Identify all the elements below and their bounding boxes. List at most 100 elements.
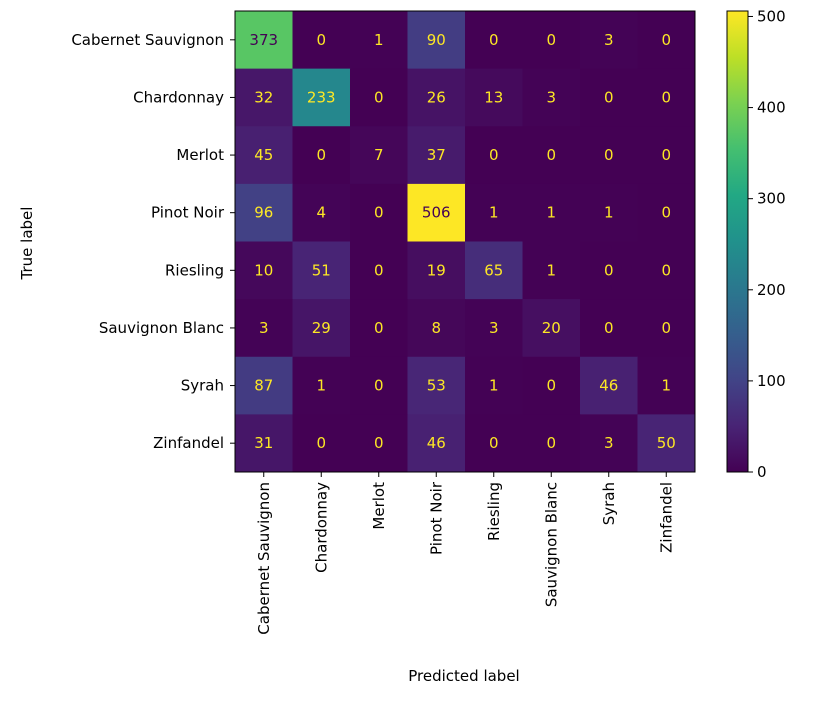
heatmap-cell xyxy=(235,126,293,185)
cell-value-label: 0 xyxy=(489,146,499,164)
heatmap-cell xyxy=(235,183,293,242)
x-tick-label: Chardonnay xyxy=(312,482,330,573)
cell-value-label: 1 xyxy=(546,261,556,279)
cell-value-label: 3 xyxy=(489,319,499,337)
cell-value-label: 3 xyxy=(546,88,556,106)
heatmap-cell xyxy=(637,183,696,242)
cell-value-label: 3 xyxy=(259,319,269,337)
cell-value-label: 0 xyxy=(546,434,556,452)
heatmap-cell xyxy=(292,241,351,300)
colorbar-ticks: 0 100 200 300 400 500 xyxy=(748,7,786,481)
cell-value-label: 13 xyxy=(484,88,503,106)
heatmap-cell xyxy=(292,183,351,242)
colorbar-tick-label: 500 xyxy=(757,7,786,25)
heatmap-cell xyxy=(407,356,466,415)
cell-value-label: 96 xyxy=(254,204,273,222)
heatmap-cell xyxy=(292,414,351,473)
heatmap-cell xyxy=(407,68,466,127)
heatmap-cell xyxy=(465,68,523,127)
cell-value-label: 53 xyxy=(427,377,446,395)
cell-value-label: 233 xyxy=(307,88,336,106)
cell-value-label: 46 xyxy=(427,434,446,452)
heatmap-cell xyxy=(522,241,581,300)
cell-value-label: 8 xyxy=(431,319,441,337)
colorbar xyxy=(726,10,749,473)
heatmap-cell xyxy=(580,68,638,127)
cell-value-label: 506 xyxy=(422,204,451,222)
heatmap-cell xyxy=(580,356,638,415)
cell-value-label: 50 xyxy=(657,434,676,452)
plot-frame xyxy=(234,10,696,473)
cell-value-label: 90 xyxy=(427,31,446,49)
x-tick-label: Zinfandel xyxy=(657,482,675,553)
heatmap-cell xyxy=(637,11,696,70)
cell-value-label: 0 xyxy=(316,434,326,452)
cell-value-label: 0 xyxy=(374,319,384,337)
heatmap-cell xyxy=(235,241,293,300)
heatmap-cell xyxy=(465,414,523,473)
cell-value-label: 3 xyxy=(604,434,614,452)
heatmap-cell xyxy=(350,356,408,415)
heatmap-cell xyxy=(580,11,638,70)
cell-value-label: 0 xyxy=(316,146,326,164)
cell-value-label: 20 xyxy=(542,319,561,337)
heatmap-cell xyxy=(637,414,696,473)
heatmap-cell xyxy=(522,126,581,185)
cell-value-label: 1 xyxy=(489,204,499,222)
heatmap-cell xyxy=(292,299,351,358)
heatmap-cell xyxy=(522,356,581,415)
heatmap-cell xyxy=(465,356,523,415)
cell-value-label: 1 xyxy=(661,377,671,395)
cell-value-label: 1 xyxy=(604,204,614,222)
heatmap-cell xyxy=(235,299,293,358)
heatmap-cell xyxy=(465,183,523,242)
heatmap-cell xyxy=(292,126,351,185)
heatmap-cell xyxy=(637,299,696,358)
colorbar-tick-label: 0 xyxy=(757,463,767,481)
cell-value-label: 0 xyxy=(374,377,384,395)
colorbar-tick-label: 300 xyxy=(757,190,786,208)
cell-value-label: 37 xyxy=(427,146,446,164)
heatmap-cell xyxy=(580,126,638,185)
cell-value-label: 1 xyxy=(374,31,384,49)
cell-value-label: 0 xyxy=(546,377,556,395)
cell-value-label: 0 xyxy=(374,204,384,222)
cell-value-label: 45 xyxy=(254,146,273,164)
heatmap-cell xyxy=(637,126,696,185)
cell-value-label: 0 xyxy=(546,146,556,164)
cell-value-label: 0 xyxy=(489,434,499,452)
y-tick-label: Chardonnay xyxy=(133,88,224,106)
heatmap-cell xyxy=(465,126,523,185)
y-tick-label: Cabernet Sauvignon xyxy=(71,31,224,49)
cell-value-label: 7 xyxy=(374,146,384,164)
heatmap-cell xyxy=(465,11,523,70)
heatmap-cell xyxy=(522,68,581,127)
heatmap-cell xyxy=(580,414,638,473)
heatmap-cell xyxy=(350,183,408,242)
cell-value-label: 0 xyxy=(604,319,614,337)
cell-value-label: 32 xyxy=(254,88,273,106)
y-tick-label: Merlot xyxy=(176,146,224,164)
cell-value-label: 3 xyxy=(604,31,614,49)
cell-value-label: 0 xyxy=(604,146,614,164)
cell-value-label: 0 xyxy=(661,31,671,49)
y-tick-label: Syrah xyxy=(181,377,224,395)
cell-value-label: 65 xyxy=(484,261,503,279)
heatmap-cell xyxy=(350,299,408,358)
cell-value-label: 0 xyxy=(546,31,556,49)
heatmap-cell xyxy=(637,68,696,127)
x-tick-label: Sauvignon Blanc xyxy=(542,482,560,607)
x-axis: Cabernet Sauvignon Chardonnay Merlot Pinot … xyxy=(255,472,675,635)
heatmap-cell xyxy=(522,183,581,242)
cell-value-label: 0 xyxy=(316,31,326,49)
cell-value-label: 51 xyxy=(312,261,331,279)
cell-value-labels: 373 0 1 90 0 0 3 032 233 0 26 13 3 0 045 0 7 37 0 0 0 096 4 0 50… xyxy=(249,31,675,452)
heatmap-cell xyxy=(292,68,351,127)
colorbar-tick-label: 400 xyxy=(757,99,786,117)
x-tick-label: Merlot xyxy=(370,482,388,530)
cell-value-label: 1 xyxy=(316,377,326,395)
heatmap-cells xyxy=(235,11,696,473)
cell-value-label: 1 xyxy=(489,377,499,395)
heatmap-cell xyxy=(407,241,466,300)
